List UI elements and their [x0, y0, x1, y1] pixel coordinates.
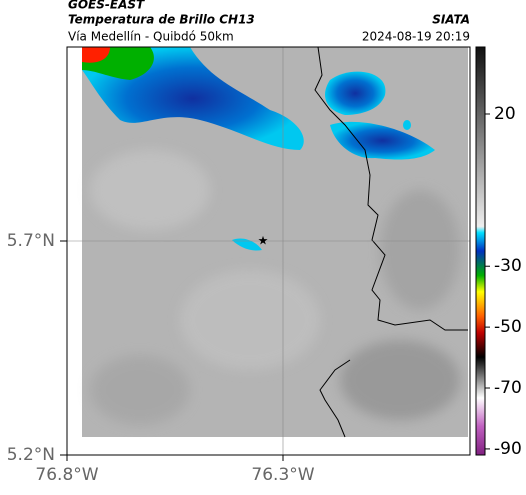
route: Vía Medellín - Quibdó 50km [68, 30, 234, 44]
city-marker: ★ [258, 234, 269, 248]
map-frame [66, 46, 471, 456]
header: GOES-EAST Temperatura de Brillo CH13 Vía… [68, 0, 470, 44]
colorbar-tick-label: -50 [494, 317, 522, 337]
colorbar-scale [475, 46, 486, 456]
lat-label: 5.7°N [7, 231, 55, 251]
colorbar-tick-label: -90 [494, 439, 522, 459]
title: GOES-EAST [68, 0, 145, 12]
source: SIATA [432, 13, 470, 27]
colorbar-tick-label: -70 [494, 378, 522, 398]
subtitle: Temperatura de Brillo CH13 [68, 13, 255, 27]
cloud-texture [90, 150, 460, 425]
colorbar: 20 -30 -50 -70 -90 [475, 46, 522, 459]
lon-label: 76.3°W [251, 465, 314, 485]
border [314, 46, 468, 331]
colorbar-tick-label: 20 [494, 104, 516, 124]
lon-label: 76.8°W [35, 465, 98, 485]
coastline [319, 359, 351, 438]
cold-clouds [82, 47, 435, 251]
map: ★ 5.7°N 5.2°N 76.8°W 76.3°W [7, 46, 471, 485]
datetime: 2024-08-19 20:19 [362, 30, 470, 44]
lat-label: 5.2°N [7, 445, 55, 465]
colorbar-tick-label: -30 [494, 256, 522, 276]
